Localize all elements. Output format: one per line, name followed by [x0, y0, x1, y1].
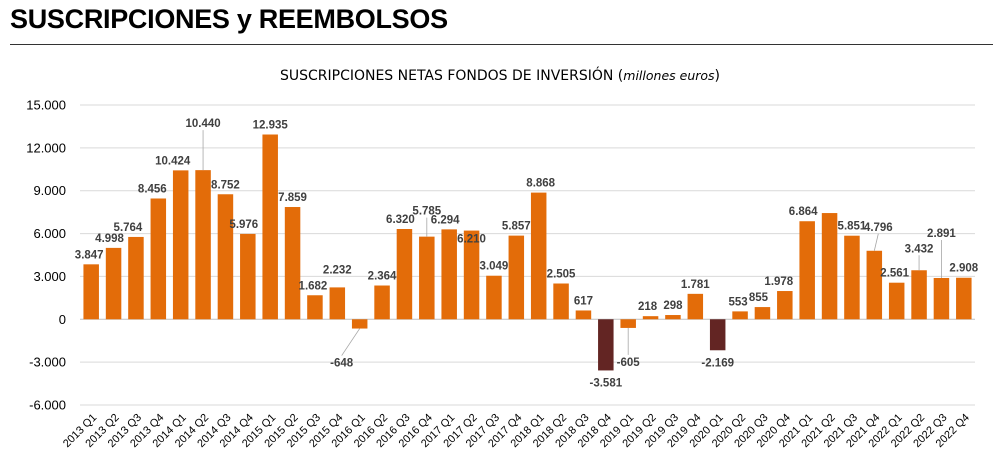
y-tick-label: 3.000: [33, 269, 66, 284]
bar: [508, 235, 525, 320]
bar: [530, 192, 547, 320]
data-label: 7.859: [278, 192, 307, 204]
data-label: -648: [330, 358, 354, 370]
data-label: 10.440: [185, 118, 220, 130]
data-label: 5.851: [838, 221, 867, 233]
bar: [307, 295, 323, 320]
bar: [150, 198, 167, 320]
y-tick-label: 15.000: [26, 98, 66, 113]
data-label: -3.581: [590, 377, 623, 389]
bar: [732, 311, 748, 320]
page-title: SUSCRIPCIONES y REEMBOLSOS: [10, 4, 448, 34]
data-label: 1.978: [764, 276, 793, 288]
data-label: 2.561: [880, 268, 909, 280]
bar: [844, 235, 860, 320]
y-tick-label: -3.000: [29, 355, 66, 370]
bar: [642, 316, 659, 320]
bar: [687, 293, 704, 320]
bar: [195, 170, 211, 320]
bar: [240, 233, 256, 320]
bar: [888, 282, 905, 320]
bar: [172, 170, 189, 320]
data-label: 4.998: [95, 233, 124, 245]
data-label: 6.320: [386, 214, 415, 226]
data-label: 5.785: [412, 206, 441, 218]
bar: [754, 307, 771, 320]
data-label: 617: [574, 295, 593, 307]
data-label: 2.908: [949, 263, 978, 275]
data-label: 1.682: [299, 280, 328, 292]
bar: [709, 319, 726, 351]
bar: [128, 236, 144, 320]
bar: [777, 291, 793, 320]
bar: [217, 194, 234, 320]
data-label: 855: [749, 292, 769, 304]
data-label: 12.935: [253, 120, 289, 132]
data-label: 1.781: [681, 279, 710, 291]
bar: [665, 315, 681, 320]
y-tick-label: -6.000: [29, 398, 66, 413]
bar: [105, 247, 122, 320]
bar: [351, 319, 368, 329]
chart-title: SUSCRIPCIONES NETAS FONDOS DE INVERSIÓN …: [280, 66, 720, 84]
data-label: -2.169: [701, 357, 734, 369]
title-rule: [10, 44, 993, 45]
bar: [374, 285, 390, 320]
bar: [419, 236, 435, 320]
data-label: 553: [728, 296, 747, 308]
bar: [396, 229, 413, 320]
bar: [553, 283, 569, 320]
bar: [463, 230, 480, 320]
bar: [821, 213, 838, 320]
data-label: 5.764: [114, 222, 143, 234]
data-label: 8.868: [526, 178, 555, 190]
data-label: 2.364: [368, 271, 397, 283]
data-label: 3.049: [480, 261, 509, 273]
bar: [83, 264, 99, 320]
y-tick-label: 12.000: [26, 140, 66, 155]
data-label: 4.796: [864, 222, 893, 234]
bar: [866, 250, 883, 320]
y-tick-label: 9.000: [33, 183, 66, 198]
bar: [620, 319, 636, 328]
data-label: 2.891: [927, 228, 956, 240]
data-label: 298: [663, 300, 683, 312]
data-label: 6.294: [431, 214, 460, 226]
bar: [441, 229, 457, 320]
data-label: 6.864: [789, 206, 818, 218]
data-label: 10.424: [155, 155, 191, 167]
label-leader-line: [873, 233, 879, 251]
data-label: 6.210: [457, 234, 486, 246]
bar: [911, 270, 927, 320]
bar: [262, 134, 278, 320]
bar: [575, 310, 592, 320]
bar: [486, 275, 502, 320]
data-label: 2.505: [547, 269, 576, 281]
data-label: 3.847: [75, 249, 104, 261]
data-label: -605: [617, 357, 641, 369]
data-label: 8.752: [211, 179, 240, 191]
label-leader-line: [341, 328, 361, 356]
bar: [329, 287, 346, 320]
y-tick-label: 0: [59, 312, 66, 327]
y-tick-label: 6.000: [33, 226, 66, 241]
data-label: 8.456: [138, 183, 167, 195]
data-label: 3.432: [905, 243, 934, 255]
data-label: 218: [638, 301, 658, 313]
bar: [284, 207, 301, 320]
bar: [956, 277, 972, 320]
data-label: 2.232: [323, 264, 352, 276]
bar: [933, 277, 950, 320]
bar: [799, 221, 815, 320]
bar: [598, 319, 614, 371]
data-label: 5.976: [229, 219, 258, 231]
data-label: 5.857: [502, 221, 531, 233]
